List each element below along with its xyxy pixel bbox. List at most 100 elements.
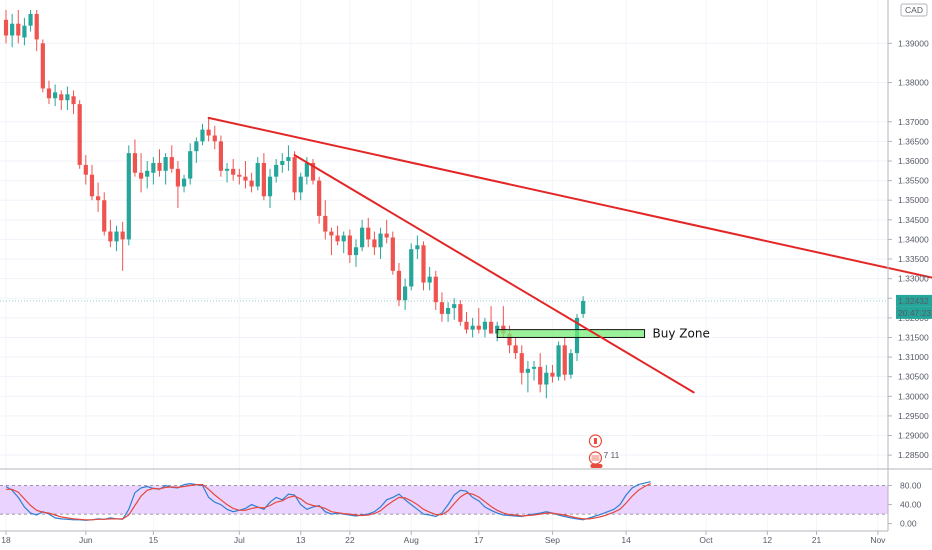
candle[interactable]	[384, 219, 389, 244]
candle[interactable]	[390, 231, 395, 275]
candle[interactable]	[132, 139, 138, 177]
candle[interactable]	[53, 84, 58, 107]
candle[interactable]	[200, 123, 205, 146]
candle[interactable]	[16, 10, 21, 44]
candle[interactable]	[378, 227, 383, 260]
candle[interactable]	[145, 160, 150, 189]
candle[interactable]	[206, 117, 211, 142]
candle[interactable]	[513, 337, 518, 360]
trendline[interactable]	[207, 116, 932, 316]
candle[interactable]	[89, 164, 95, 201]
candle[interactable]	[10, 13, 15, 48]
candle[interactable]	[525, 360, 530, 393]
candle[interactable]	[71, 90, 76, 114]
candle[interactable]	[347, 229, 352, 263]
candle[interactable]	[403, 278, 408, 311]
candle[interactable]	[120, 221, 125, 271]
candle[interactable]	[409, 243, 414, 291]
candle[interactable]	[126, 145, 131, 246]
candle[interactable]	[3, 10, 9, 44]
candle[interactable]	[261, 153, 266, 201]
candle[interactable]	[421, 241, 426, 291]
candle[interactable]	[188, 143, 193, 185]
candle[interactable]	[255, 157, 260, 191]
candle[interactable]	[28, 10, 33, 32]
candle[interactable]	[341, 231, 346, 254]
candle[interactable]	[488, 306, 494, 334]
candle[interactable]	[329, 227, 334, 256]
candle[interactable]	[212, 125, 217, 150]
candle[interactable]	[415, 235, 420, 260]
candle[interactable]	[175, 160, 181, 209]
candle[interactable]	[396, 262, 402, 307]
candle[interactable]	[59, 90, 64, 111]
candle[interactable]	[562, 337, 567, 381]
candle[interactable]	[237, 168, 242, 185]
candle[interactable]	[280, 153, 285, 173]
candle[interactable]	[531, 360, 537, 381]
candle[interactable]	[323, 200, 328, 240]
candle[interactable]	[464, 311, 469, 334]
event-icons-layer[interactable]: 7 11	[588, 434, 620, 468]
economic-event-marker[interactable]: 7 11	[588, 434, 620, 468]
candle[interactable]	[231, 159, 236, 181]
candle[interactable]	[102, 192, 107, 236]
candle[interactable]	[163, 153, 168, 185]
candle[interactable]	[77, 100, 82, 169]
candle[interactable]	[335, 225, 340, 246]
candle[interactable]	[108, 219, 113, 248]
candle[interactable]	[114, 225, 119, 252]
candle[interactable]	[452, 298, 457, 320]
candle[interactable]	[138, 153, 144, 193]
candle[interactable]	[267, 168, 273, 209]
candle[interactable]	[433, 270, 438, 311]
candle[interactable]	[568, 349, 573, 379]
trendline[interactable]	[293, 154, 695, 394]
candle[interactable]	[286, 145, 291, 171]
candle[interactable]	[476, 308, 481, 334]
candle[interactable]	[519, 345, 524, 385]
candle[interactable]	[439, 292, 445, 322]
buy-zone[interactable]: Buy Zone	[496, 327, 710, 341]
candle[interactable]	[83, 155, 88, 185]
candle[interactable]	[224, 162, 230, 183]
candle[interactable]	[360, 219, 365, 252]
candle[interactable]	[96, 182, 101, 212]
buy-zone-layer[interactable]: Buy Zone	[496, 327, 710, 341]
candle[interactable]	[550, 364, 555, 383]
candle[interactable]	[445, 302, 451, 322]
candle[interactable]	[292, 151, 297, 201]
candle[interactable]	[151, 157, 156, 185]
buy-zone-box[interactable]	[496, 329, 646, 338]
oscillator-d-line[interactable]	[6, 483, 651, 521]
candle[interactable]	[40, 39, 45, 93]
candle[interactable]	[310, 159, 316, 185]
candle[interactable]	[243, 160, 248, 189]
candle[interactable]	[298, 172, 303, 201]
candles-layer[interactable]	[3, 10, 586, 399]
candle[interactable]	[482, 317, 488, 338]
candle[interactable]	[34, 10, 39, 52]
trendlines-layer[interactable]	[207, 116, 932, 394]
candle[interactable]	[317, 176, 322, 224]
candle[interactable]	[544, 364, 549, 399]
candle[interactable]	[372, 231, 377, 256]
candle[interactable]	[366, 217, 371, 248]
candle[interactable]	[46, 80, 52, 105]
candle[interactable]	[157, 149, 162, 177]
candle[interactable]	[194, 137, 199, 163]
candle[interactable]	[458, 300, 463, 326]
stochastic-oscillator-pane[interactable]	[0, 481, 888, 521]
candle[interactable]	[65, 86, 70, 111]
candle[interactable]	[427, 266, 432, 291]
candle[interactable]	[556, 341, 561, 381]
candle[interactable]	[169, 145, 174, 173]
candle[interactable]	[249, 172, 254, 193]
candle[interactable]	[581, 296, 586, 318]
candle[interactable]	[538, 353, 543, 393]
candle[interactable]	[22, 17, 27, 46]
candle[interactable]	[274, 159, 279, 183]
candle[interactable]	[470, 317, 475, 338]
candle[interactable]	[218, 135, 223, 177]
